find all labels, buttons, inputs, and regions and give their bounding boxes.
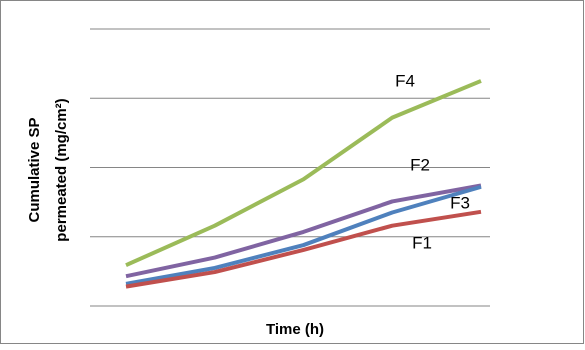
series-label: F2 bbox=[410, 155, 430, 174]
series-line bbox=[125, 183, 482, 279]
series-label: F3 bbox=[450, 193, 470, 212]
y-axis-label: Cumulative SP bbox=[26, 117, 43, 222]
series-line bbox=[125, 209, 482, 289]
x-axis-label: Time (h) bbox=[266, 321, 324, 338]
y-axis-label: permeated (mg/cm²) bbox=[53, 98, 70, 241]
series-line bbox=[125, 79, 482, 267]
series-label: F4 bbox=[395, 71, 415, 90]
series-label: F1 bbox=[412, 233, 432, 252]
series-line bbox=[125, 184, 482, 286]
